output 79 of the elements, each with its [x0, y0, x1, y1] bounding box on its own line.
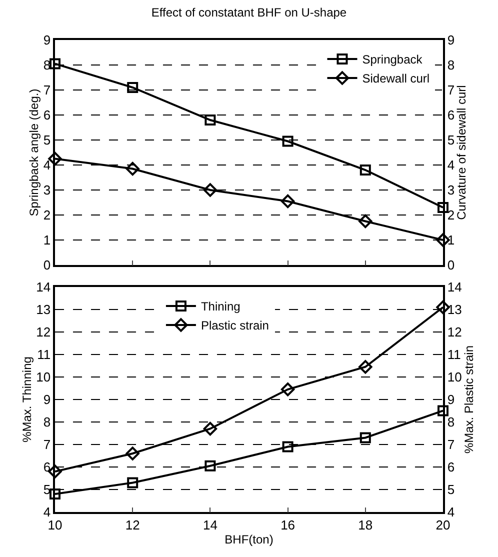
point [358, 214, 372, 228]
y-tick-label: 0 [43, 258, 51, 273]
y2-tick-label: 4 [447, 158, 455, 173]
legend-label: Sidewall curl [362, 72, 430, 86]
y-tick-label: 9 [43, 32, 51, 48]
y2-tick-label: 0 [447, 258, 455, 273]
point [204, 460, 216, 472]
y2-tick-label: 10 [447, 370, 462, 385]
x-tick-label: 12 [125, 517, 140, 532]
chart-title: Effect of constatant BHF on U-shape [151, 6, 347, 20]
y-tick-label: 7 [43, 437, 51, 452]
x-tick-label: 20 [436, 517, 450, 532]
x-tick-label: 16 [280, 517, 296, 532]
y-tick-label: 12 [36, 324, 51, 340]
y-tick-label: 11 [37, 347, 51, 362]
legend-label: Springback [362, 52, 424, 67]
y-tick-label: 4 [43, 158, 51, 173]
y-tick-label: 6 [43, 460, 51, 475]
y-tick-label: 8 [43, 414, 51, 430]
y-tick-label: 2 [43, 208, 51, 223]
x-axis-title: BHF(ton) [224, 532, 274, 547]
y2-tick-label: 12 [447, 324, 462, 340]
y2-tick-label: 7 [447, 437, 455, 452]
y-tick-label: 1 [43, 232, 51, 248]
y2-tick-label: 8 [447, 58, 455, 73]
point [126, 162, 140, 176]
y2-tick-label: 13 [447, 302, 462, 318]
y-tick-label: 4 [43, 504, 51, 520]
y2-tick-label: 9 [447, 32, 455, 48]
point [360, 432, 371, 444]
point [127, 477, 138, 488]
point [204, 114, 216, 126]
point [360, 164, 371, 176]
point [50, 488, 60, 500]
y2-tick-label: 5 [447, 482, 455, 498]
point [436, 300, 450, 314]
y2-tick-label: 8 [447, 414, 455, 430]
y2-tick-label: 3 [447, 182, 455, 198]
point [280, 194, 295, 208]
y-tick-label: 5 [43, 132, 51, 148]
point [127, 82, 138, 93]
y-axis-title: %Max. Thinning [20, 356, 34, 442]
y2-tick-label: 14 [447, 280, 462, 295]
x-tick-label: 14 [202, 517, 218, 532]
y-tick-label: 7 [43, 82, 51, 98]
y-tick-label: 9 [43, 392, 51, 408]
point [280, 382, 295, 396]
point [358, 360, 372, 374]
point [282, 441, 294, 452]
point [436, 233, 450, 247]
y-axis-title: Springback angle (deg.) [27, 88, 42, 216]
y2-axis-title: %Max. Plastic strain [462, 345, 476, 454]
point [126, 446, 140, 460]
y2-tick-label: 1 [447, 232, 455, 248]
legend-label: Plastic strain [200, 318, 269, 333]
point [203, 422, 218, 436]
point [203, 183, 218, 197]
y2-tick-label: 9 [447, 392, 455, 408]
y2-tick-label: 5 [447, 132, 455, 148]
y-tick-label: 10 [36, 370, 51, 385]
y2-tick-label: 11 [447, 347, 461, 362]
y-tick-label: 6 [43, 108, 51, 123]
point [50, 58, 60, 70]
x-tick-label: 18 [358, 517, 373, 532]
point [438, 202, 448, 213]
y-tick-label: 14 [36, 280, 51, 295]
legend-label: Thining [200, 300, 240, 314]
point [282, 136, 294, 147]
y2-tick-label: 4 [447, 504, 455, 520]
y2-tick-label: 6 [447, 108, 455, 123]
y2-tick-label: 2 [447, 208, 455, 223]
y-tick-label: 8 [43, 58, 51, 73]
y2-tick-label: 7 [447, 82, 455, 98]
y2-axis-title: Curvature of sidewall curl [454, 85, 469, 220]
point [438, 405, 448, 416]
y-tick-label: 3 [43, 182, 51, 198]
y-tick-label: 13 [36, 302, 51, 318]
point [48, 464, 62, 478]
y2-tick-label: 6 [447, 460, 455, 475]
